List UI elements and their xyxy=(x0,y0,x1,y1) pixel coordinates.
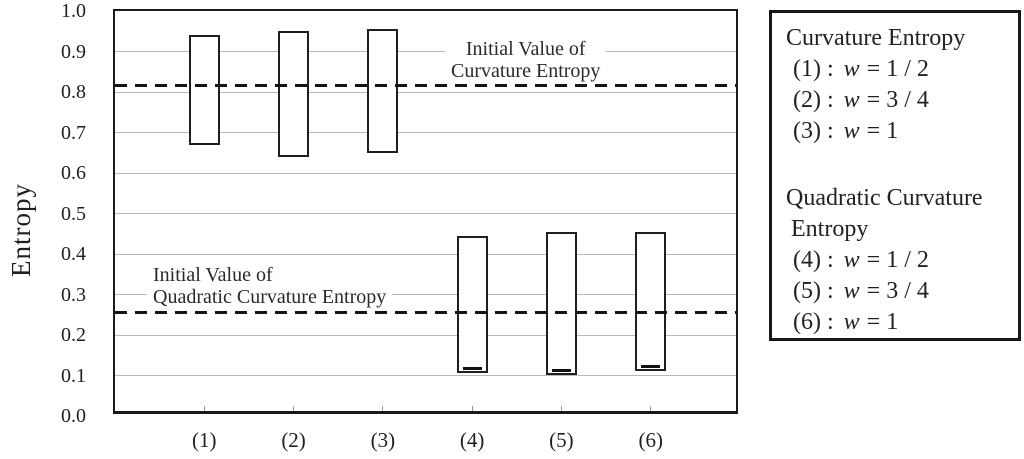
x-category-label: (6) xyxy=(638,428,663,452)
legend-item-1: (1) : w = 1 / 2 xyxy=(786,54,1010,85)
x-axis-tick xyxy=(471,406,473,411)
gridline xyxy=(115,213,736,214)
y-tick-label: 0.8 xyxy=(61,81,86,103)
legend-item-3: (3) : w = 1 xyxy=(786,116,1010,147)
y-tick-label: 0.5 xyxy=(61,202,86,225)
x-axis-tick xyxy=(293,406,295,411)
legend-item-value: = 1 / 2 xyxy=(866,247,929,273)
bar-low-marker xyxy=(462,367,482,371)
bar-low-marker xyxy=(641,365,661,369)
reference-dashed-line-2 xyxy=(115,311,736,315)
y-tick-label: 0.0 xyxy=(61,405,86,427)
annotation-curvature-entropy: Initial Value of Curvature Entropy xyxy=(445,38,607,82)
legend-w-symbol: w xyxy=(843,247,860,273)
legend-item-2: (2) : w = 3 / 4 xyxy=(786,85,1010,116)
legend-item-value: = 3 / 4 xyxy=(866,278,929,304)
y-tick-label: 0.1 xyxy=(61,364,86,387)
range-bar-(1) xyxy=(188,35,220,145)
gridline xyxy=(115,172,736,174)
legend-w-symbol: w xyxy=(843,118,860,144)
gridline xyxy=(115,334,736,336)
legend-item-4: (4) : w = 1 / 2 xyxy=(786,245,1010,276)
x-axis-tick xyxy=(560,406,562,411)
legend-w-symbol: w xyxy=(843,309,860,335)
x-category-label: (4) xyxy=(459,428,485,452)
range-bar-(3) xyxy=(367,29,399,153)
legend-box: Curvature Entropy (1) : w = 1 / 2 (2) : w = … xyxy=(769,10,1021,341)
range-bar-(5) xyxy=(545,231,577,376)
annotation-quadratic-curvature-entropy: Initial Value of Quadratic Curvature Ent… xyxy=(147,264,393,308)
gridline xyxy=(115,375,736,376)
legend-item-value: = 1 / 2 xyxy=(866,56,929,82)
bar-low-marker xyxy=(551,369,571,373)
y-tick-label: 0.9 xyxy=(61,40,86,63)
legend-section2-title: Quadratic Curvature xyxy=(786,185,983,211)
y-tick-label: 0.7 xyxy=(61,121,86,144)
gridline xyxy=(115,132,736,133)
x-axis-tick xyxy=(650,406,652,411)
legend-section2-title-line2: Entropy xyxy=(791,216,869,242)
legend-item-key: (3) : xyxy=(793,118,834,144)
x-axis-tick xyxy=(203,406,205,411)
y-tick-label: 0.6 xyxy=(61,162,86,184)
legend-item-key: (4) : xyxy=(793,247,834,273)
range-bar-(6) xyxy=(635,231,667,372)
gridline xyxy=(115,253,736,255)
legend-item-key: (5) : xyxy=(793,278,834,304)
x-axis-tick xyxy=(382,406,384,411)
gridline xyxy=(115,51,736,52)
legend-item-key: (2) : xyxy=(793,87,834,113)
legend-item-6: (6) : w = 1 xyxy=(786,307,1010,338)
plot-area: Initial Value of Curvature Entropy Initi… xyxy=(113,9,738,414)
x-category-label: (5) xyxy=(549,428,574,452)
legend-item-value: = 3 / 4 xyxy=(866,87,929,113)
gridline xyxy=(115,294,736,295)
legend-item-5: (5) : w = 3 / 4 xyxy=(786,276,1010,307)
x-category-label: (1) xyxy=(192,428,217,452)
legend-item-key: (6) : xyxy=(793,309,834,335)
legend-item-value: = 1 xyxy=(866,309,899,335)
reference-dashed-line-1 xyxy=(115,84,736,88)
gridline xyxy=(115,91,736,93)
range-bar-(2) xyxy=(278,31,310,157)
legend-item-value: = 1 xyxy=(866,118,899,144)
annotation-line: Initial Value of xyxy=(153,264,273,286)
annotation-line: Quadratic Curvature Entropy xyxy=(153,286,387,308)
y-tick-label: 0.4 xyxy=(61,243,86,265)
annotation-line: Initial Value of xyxy=(465,38,586,60)
legend-w-symbol: w xyxy=(843,87,860,113)
y-tick-label: 0.3 xyxy=(61,283,86,306)
x-category-label: (2) xyxy=(281,428,306,452)
annotation-line: Curvature Entropy xyxy=(451,60,601,82)
range-bar-(4) xyxy=(456,235,488,374)
legend-item-key: (1) : xyxy=(793,56,834,82)
y-tick-label: 0.2 xyxy=(61,324,86,346)
x-category-label: (3) xyxy=(370,428,396,452)
y-tick-label: 1.0 xyxy=(61,0,86,22)
legend-w-symbol: w xyxy=(843,56,860,82)
legend-section1-title: Curvature Entropy xyxy=(786,25,966,51)
legend-w-symbol: w xyxy=(843,278,860,304)
